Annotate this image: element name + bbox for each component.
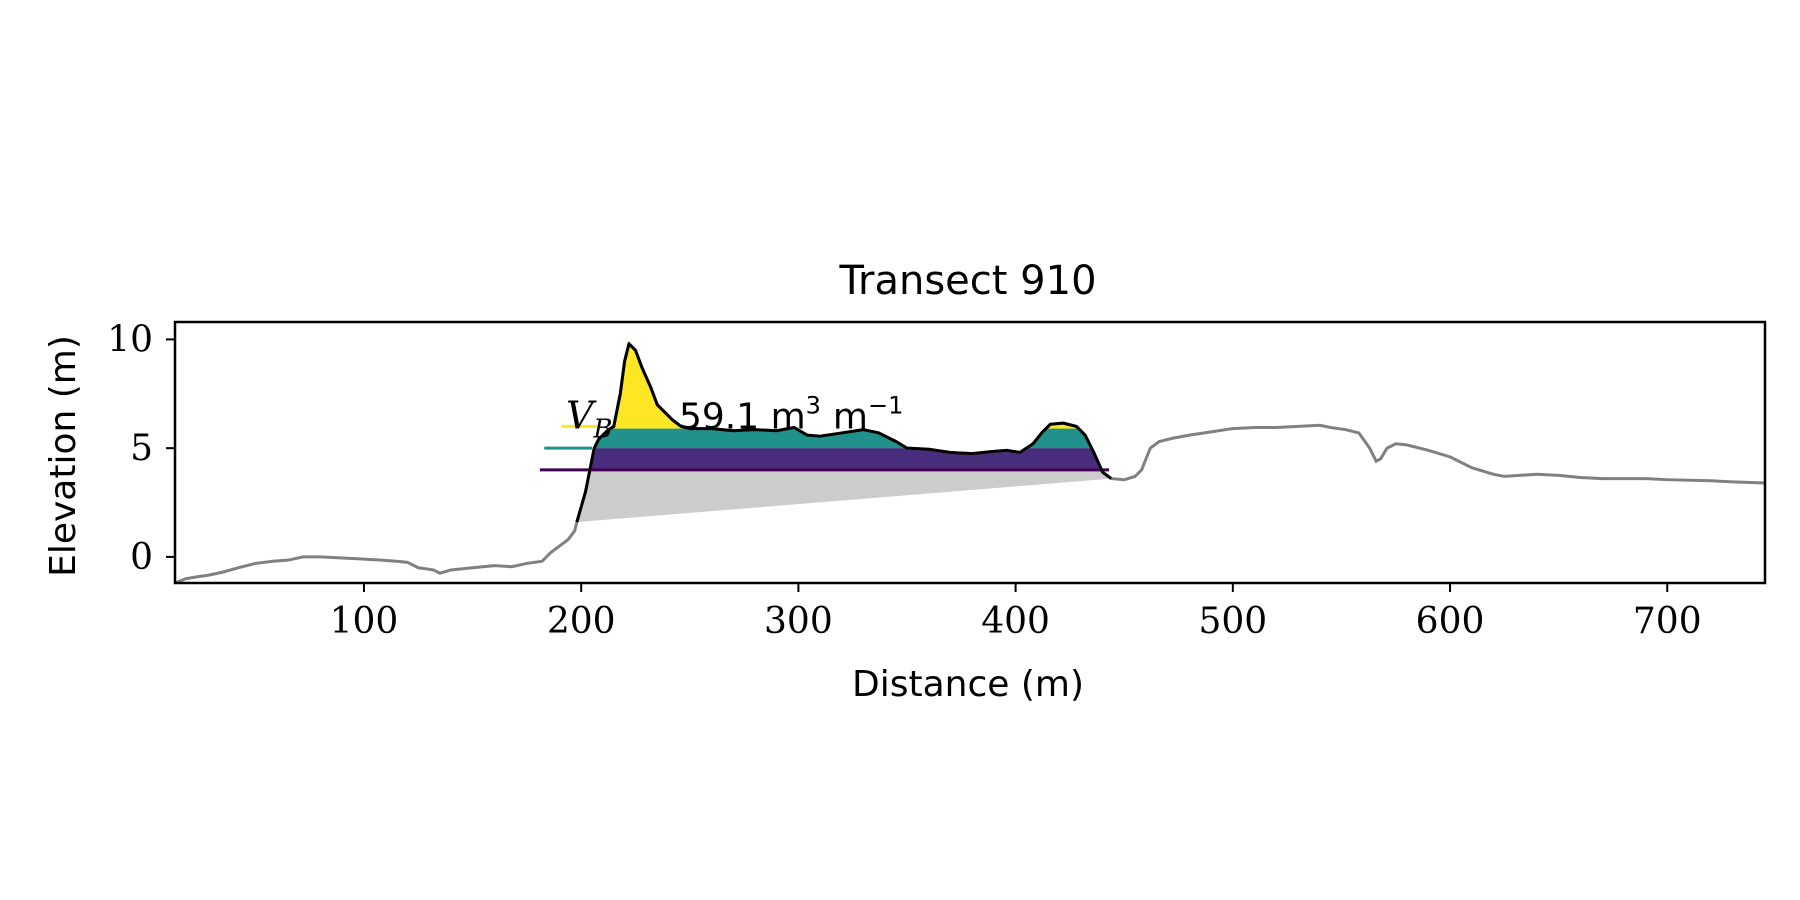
- annotation-value: 59.1 m: [679, 397, 806, 438]
- x-tick-label: 500: [1198, 601, 1267, 642]
- x-tick-label: 700: [1633, 601, 1702, 642]
- x-tick-label: 400: [981, 601, 1050, 642]
- svg-text:59.1 m3m−1: 59.1 m3 m−1: [679, 392, 903, 438]
- annotation-unit2: m: [833, 397, 868, 438]
- y-tick-label: 0: [130, 537, 153, 578]
- plot-area: 100 200 300 400 500 600 700 0 5 10: [0, 0, 1767, 642]
- svg-text:VB: VB: [566, 394, 613, 445]
- x-axis-label: Distance (m): [852, 664, 1084, 705]
- elevation-band-0: [576, 448, 1112, 470]
- x-tick-label: 600: [1416, 601, 1485, 642]
- dune-fill-group: [576, 343, 1112, 523]
- annotation-unit2-sup: −1: [868, 392, 903, 420]
- x-tick-label: 200: [547, 601, 616, 642]
- annotation-symbol: V: [566, 394, 597, 438]
- key-point-3: [0, 0, 6, 6]
- chart-title: Transect 910: [838, 258, 1096, 304]
- axes-frame: [173, 320, 1767, 585]
- annotation-unit-sup: 3: [806, 392, 821, 420]
- dune-outline: [575, 342, 1113, 523]
- key-point-0: [0, 0, 6, 6]
- x-tick-label: 100: [330, 601, 399, 642]
- y-axis-label: Elevation (m): [43, 335, 84, 577]
- volume-annotation: VB 59.1 m3 m−1: [566, 392, 903, 445]
- key-point-2: [0, 0, 6, 6]
- annotation-subscript: B: [592, 415, 612, 445]
- y-tick-label: 5: [130, 428, 153, 469]
- y-tick-label: 10: [107, 319, 153, 360]
- x-tick-label: 300: [764, 601, 833, 642]
- key-point-1: [0, 0, 6, 6]
